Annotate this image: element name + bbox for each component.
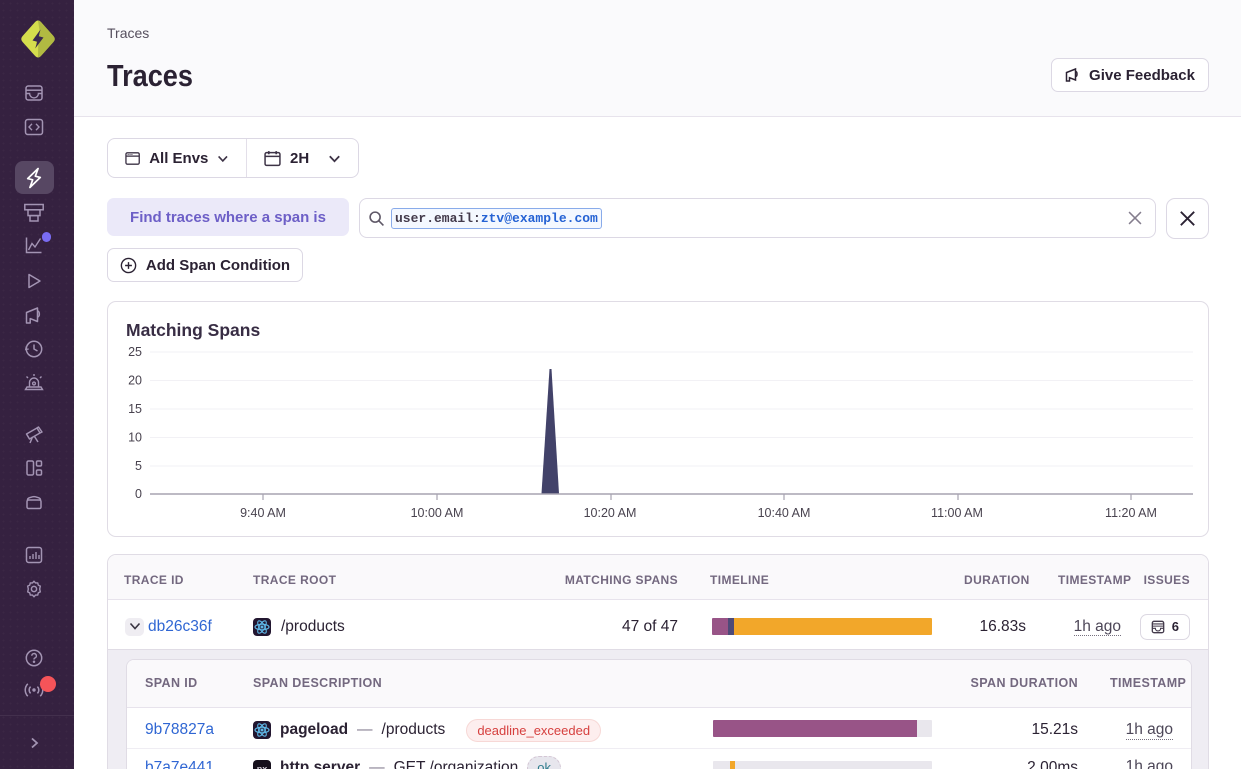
svg-text:10:20 AM: 10:20 AM <box>584 506 637 520</box>
svg-text:0: 0 <box>135 487 142 501</box>
svg-text:10: 10 <box>128 431 142 445</box>
svg-text:5: 5 <box>135 459 142 473</box>
svg-text:10:00 AM: 10:00 AM <box>411 506 464 520</box>
svg-text:10:40 AM: 10:40 AM <box>758 506 811 520</box>
svg-text:25: 25 <box>128 345 142 359</box>
svg-text:11:00 AM: 11:00 AM <box>931 506 983 520</box>
svg-text:9:40 AM: 9:40 AM <box>240 506 286 520</box>
svg-text:20: 20 <box>128 374 142 388</box>
svg-text:11:20 AM: 11:20 AM <box>1105 506 1157 520</box>
svg-text:15: 15 <box>128 402 142 416</box>
